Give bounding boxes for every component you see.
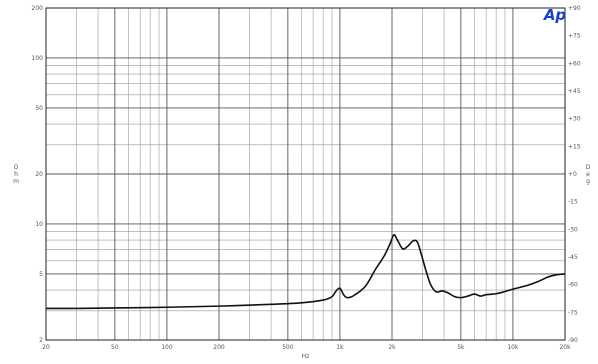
axis-title-char: g [586,178,590,185]
y-right-axis-title: Deg [586,164,591,185]
x-tick-label: 20 [42,344,50,351]
y-right-tick-label: +15 [568,143,581,150]
y-left-tick-label: 10 [35,221,43,228]
y-right-tick-label: +30 [568,116,581,123]
y-left-axis-title: Ohm [13,164,19,185]
axis-title-char: O [14,164,19,171]
y-right-tick-label: +45 [568,88,581,95]
x-tick-labels: 20 50 100 200 500 1k 2k 5k 10k 20k [42,344,571,351]
x-tick-label: 20k [559,344,571,351]
y-right-tick-label: -75 [568,309,578,316]
y-right-tick-label: +0 [568,171,577,178]
axis-title-char: m [13,178,19,185]
grid-major [46,8,565,340]
y-right-tick-label: +75 [568,33,581,40]
x-tick-label: 2k [388,344,396,351]
y-left-tick-label: 50 [35,105,43,112]
y-left-tick-label: 5 [39,271,43,278]
y-right-tick-label: -90 [568,337,578,344]
y-right-tick-label: +90 [568,5,581,12]
y-left-tick-label: 20 [35,171,43,178]
x-tick-label: 200 [213,344,225,351]
x-tick-label: 100 [161,344,173,351]
axis-title-char: D [586,164,591,171]
y-right-tick-labels: +90 +75 +60 +45 +30 +15 +0 -15 -30 -45 -60 -75 -90 [568,5,581,344]
x-tick-label: 50 [111,344,119,351]
series-layer [45,233,566,310]
y-left-tick-label: 200 [32,5,44,12]
y-right-tick-label: -60 [568,282,578,289]
ap-logo: Ap [543,6,567,24]
x-tick-label: 500 [282,344,294,351]
x-axis-title: Hz [302,353,310,360]
axis-title-char: h [14,171,18,178]
y-right-tick-label: -30 [568,226,578,233]
x-tick-label: 10k [507,344,519,351]
y-left-tick-label: 2 [39,337,43,344]
x-tick-label: 5k [457,344,465,351]
y-right-tick-label: -45 [568,254,578,261]
impedance-series-line [45,233,566,310]
axis-title-char: e [586,171,590,178]
y-left-tick-labels: 2 5 10 20 50 100 200 [32,5,44,344]
y-left-tick-label: 100 [32,55,44,62]
y-right-tick-label: -15 [568,199,578,206]
y-right-tick-label: +60 [568,60,581,67]
plot-frame [45,7,566,341]
x-tick-label: 1k [336,344,344,351]
